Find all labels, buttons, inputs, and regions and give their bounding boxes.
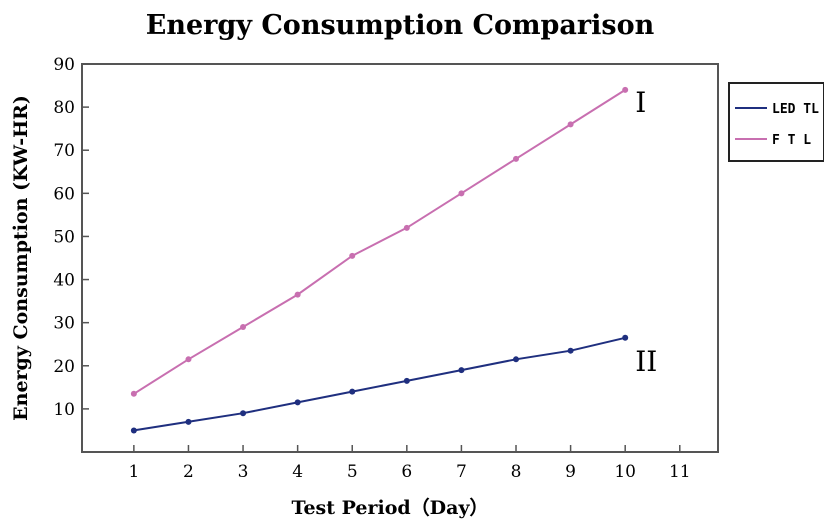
x-axis-ticks: 1 2 3 4 5 6 7 8 9 10 11 [128,445,691,482]
legend-box [728,82,824,162]
series-line-f-t-l [133,89,626,395]
data-point-led-tl [294,399,301,406]
data-point-f-t-l [567,121,574,128]
y-tick-label: 40 [53,271,75,291]
x-tick-label: 2 [183,462,194,482]
legend-label-led-tl: LED TL [772,102,819,117]
legend-label-ftl: F T L [772,133,811,148]
data-point-led-tl [349,388,356,395]
x-tick-label: 5 [347,462,358,482]
data-point-led-tl [513,356,520,363]
x-tick-label: 3 [238,462,249,482]
chart-title: Energy Consumption Comparison [146,10,655,41]
y-tick-label: 20 [53,357,75,377]
series-line-led-tl [133,336,626,432]
data-point-led-tl [458,367,465,374]
y-tick-label: 60 [53,184,75,204]
x-tick-label: 7 [456,462,467,482]
y-tick-label: 70 [53,141,75,161]
x-tick-label: 1 [128,462,139,482]
y-tick-label: 90 [53,55,75,75]
data-point-led-tl [567,347,574,354]
data-point-led-tl [240,410,247,417]
series-layer [130,86,629,434]
series-annotation-i: I [635,86,646,119]
data-point-f-t-l [185,356,192,363]
legend: LED TL F T L [728,82,824,162]
data-point-f-t-l [130,390,137,397]
y-axis-ticks: 10 20 30 40 50 60 70 80 90 [53,55,89,420]
y-tick-label: 50 [53,227,75,247]
data-point-f-t-l [294,291,301,298]
x-tick-label: 11 [669,462,691,482]
data-point-f-t-l [240,323,247,330]
x-axis-title: Test Period（Day） [291,496,488,519]
y-tick-label: 80 [53,98,75,118]
x-tick-label: 9 [565,462,576,482]
data-point-f-t-l [513,155,520,162]
series-annotation-ii: II [635,345,657,378]
x-tick-label: 6 [401,462,412,482]
data-point-led-tl [403,377,410,384]
x-tick-label: 4 [292,462,303,482]
data-point-f-t-l [403,224,410,231]
data-point-f-t-l [458,190,465,197]
y-tick-label: 10 [53,400,75,420]
data-point-f-t-l [622,86,629,93]
x-tick-label: 10 [614,462,636,482]
data-point-led-tl [185,418,192,425]
data-point-led-tl [622,334,629,341]
y-tick-label: 30 [53,314,75,334]
data-point-led-tl [130,427,137,434]
y-axis-title: Energy Consumption (KW-HR) [10,95,32,421]
x-tick-label: 8 [511,462,522,482]
plot-area [81,63,719,453]
data-point-f-t-l [349,252,356,259]
